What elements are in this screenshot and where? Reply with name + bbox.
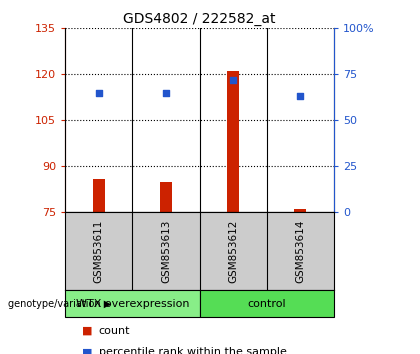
Text: count: count [99, 326, 130, 336]
Bar [227, 71, 239, 212]
Bar [160, 182, 172, 212]
Bar [294, 209, 306, 212]
Text: genotype/variation ▶: genotype/variation ▶ [8, 298, 112, 309]
Text: GSM853612: GSM853612 [228, 219, 238, 283]
Point [230, 77, 236, 83]
Point [95, 90, 102, 96]
Bar [200, 290, 334, 317]
Point [163, 90, 169, 96]
Text: ■: ■ [82, 347, 92, 354]
Text: WTX overexpression: WTX overexpression [76, 298, 189, 309]
Text: percentile rank within the sample: percentile rank within the sample [99, 347, 286, 354]
Text: ■: ■ [82, 326, 92, 336]
Text: GSM853613: GSM853613 [161, 219, 171, 283]
Bar [65, 290, 199, 317]
Text: control: control [247, 298, 286, 309]
Text: GSM853614: GSM853614 [295, 219, 305, 283]
Point [297, 93, 304, 99]
Text: GSM853611: GSM853611 [94, 219, 104, 283]
Bar [93, 179, 105, 212]
Title: GDS4802 / 222582_at: GDS4802 / 222582_at [123, 12, 276, 26]
